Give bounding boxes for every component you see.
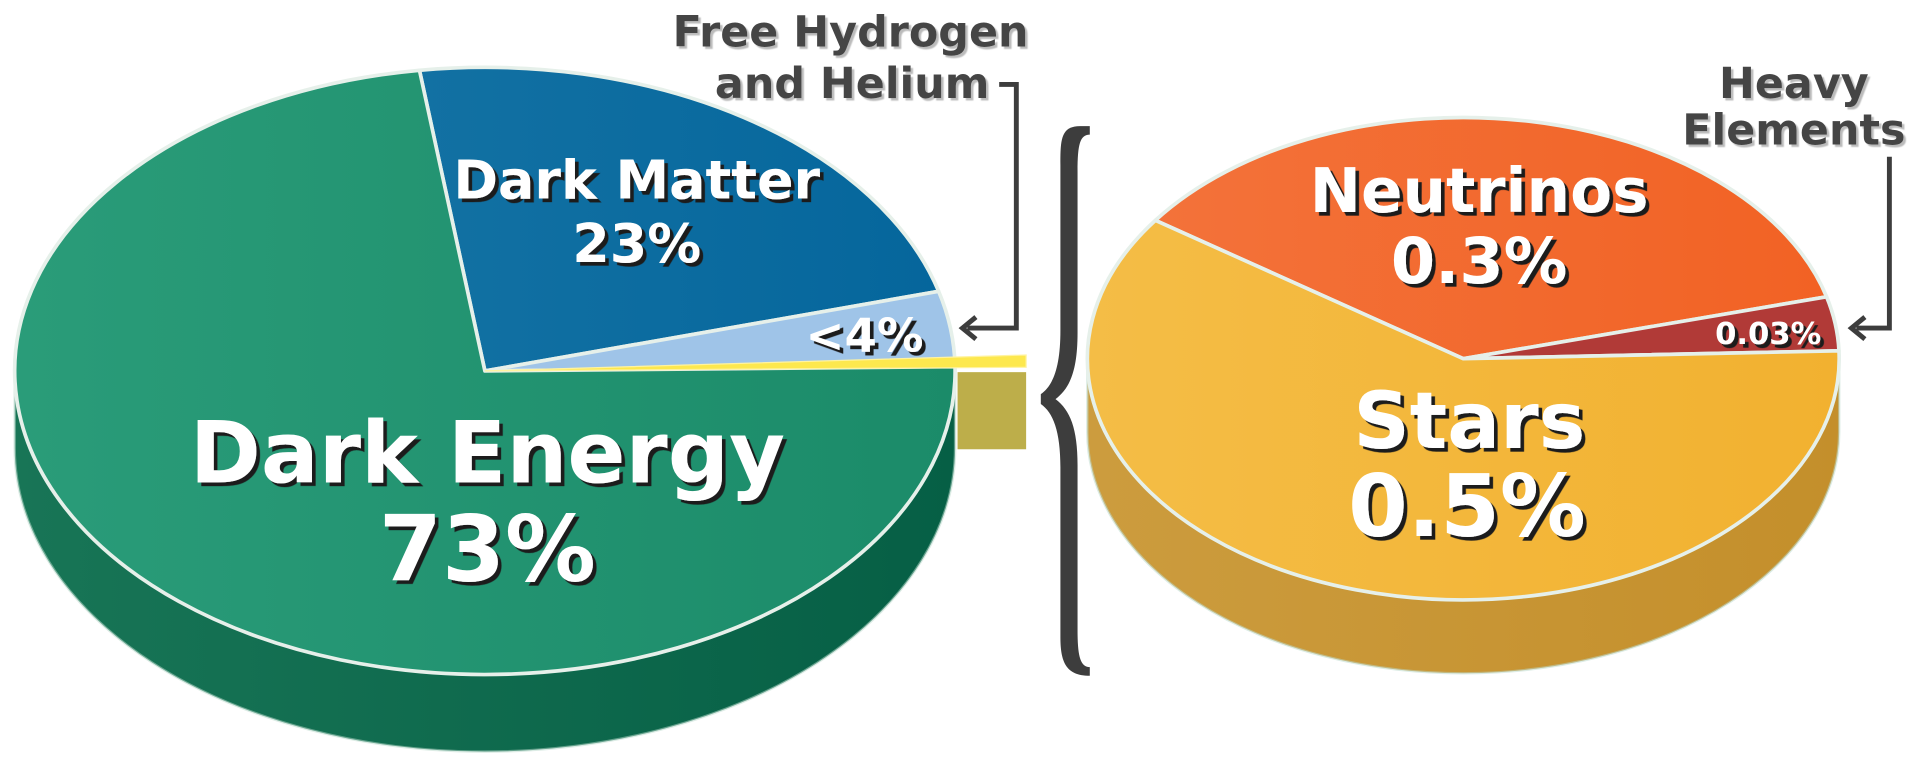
heavy-elements-arrow (1847, 156, 1892, 341)
value-heavy-elements: 0.03% (1715, 317, 1821, 352)
label-dark-energy: Dark Energy (190, 403, 785, 503)
callout-heavy-line2: Elements (1682, 105, 1905, 155)
value-dark-matter: 23% (572, 212, 701, 275)
exploded-slice (484, 354, 1027, 372)
free-hydrogen-arrow (958, 82, 1019, 341)
brace-connector (1040, 126, 1090, 676)
pie-slice-stars (1085, 218, 1842, 602)
exploded-slice-side (957, 372, 1027, 450)
callout-free-hydrogen-line2: and Helium (715, 59, 989, 109)
pie-slice-dark-matter (417, 65, 941, 373)
right-pie (1085, 115, 1842, 675)
callout-heavy-line1: Heavy (1719, 59, 1869, 109)
pie-slice-dark-energy (12, 68, 957, 677)
value-free-hydrogen: <4% (806, 308, 924, 362)
value-stars: 0.5% (1348, 457, 1586, 557)
label-stars: Stars (1353, 376, 1585, 467)
label-neutrinos: Neutrinos (1310, 156, 1649, 227)
label-dark-matter: Dark Matter (453, 148, 820, 211)
value-dark-energy: 73% (379, 497, 596, 602)
callout-free-hydrogen-line1: Free Hydrogen (673, 8, 1029, 58)
left-pie (12, 65, 957, 753)
pie-slice-neutrinos (1153, 115, 1829, 361)
value-neutrinos: 0.3% (1391, 225, 1568, 299)
